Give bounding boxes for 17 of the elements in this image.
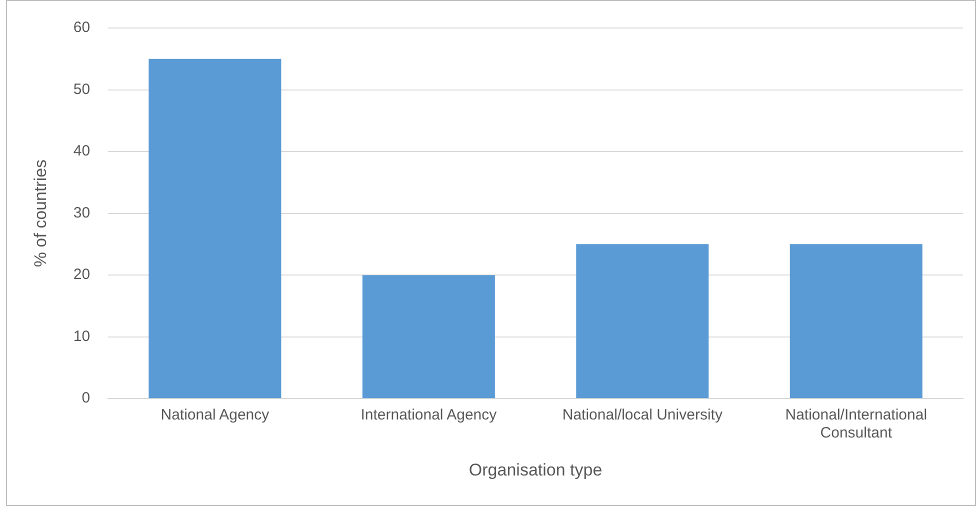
bar — [790, 244, 922, 398]
y-tick-label: 50 — [73, 80, 90, 98]
y-tick-label: 10 — [73, 328, 90, 345]
y-tick-label: 20 — [73, 266, 90, 284]
y-tick-label: 0 — [82, 390, 90, 407]
y-tick-label: 40 — [73, 142, 90, 160]
x-tick-label: International Agency — [360, 406, 498, 424]
bar — [362, 275, 495, 398]
x-tick-label: National Agency — [160, 406, 270, 424]
bar — [148, 58, 282, 398]
x-tick-label: National/International Consultant — [785, 406, 928, 442]
y-axis-title: % of countries — [30, 159, 50, 268]
y-tick-label: 30 — [73, 204, 90, 222]
x-axis-title: Organisation type — [468, 460, 602, 480]
y-tick-label: 60 — [73, 19, 90, 36]
bar — [576, 244, 709, 398]
x-tick-label: National/local University — [562, 406, 723, 424]
